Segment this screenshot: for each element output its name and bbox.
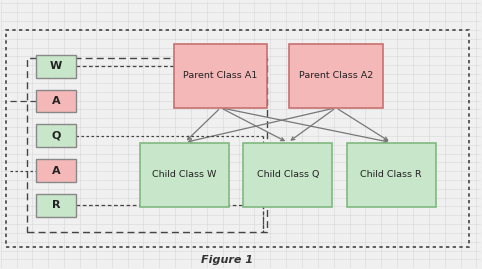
Bar <box>5 30 469 247</box>
Text: Parent Class A2: Parent Class A2 <box>299 71 373 80</box>
FancyBboxPatch shape <box>140 143 229 207</box>
Text: Child Class Q: Child Class Q <box>257 170 319 179</box>
FancyBboxPatch shape <box>347 143 436 207</box>
Text: W: W <box>50 61 62 71</box>
Text: Child Class R: Child Class R <box>361 170 422 179</box>
FancyBboxPatch shape <box>174 44 268 108</box>
Text: Figure 1: Figure 1 <box>201 255 253 265</box>
FancyBboxPatch shape <box>36 55 76 78</box>
Text: A: A <box>52 166 60 176</box>
Text: Q: Q <box>51 131 61 141</box>
Text: A: A <box>52 96 60 106</box>
Text: Child Class W: Child Class W <box>152 170 217 179</box>
FancyBboxPatch shape <box>36 90 76 112</box>
FancyBboxPatch shape <box>243 143 332 207</box>
Text: R: R <box>52 200 60 210</box>
FancyBboxPatch shape <box>36 194 76 217</box>
FancyBboxPatch shape <box>36 159 76 182</box>
Bar <box>27 58 268 232</box>
FancyBboxPatch shape <box>289 44 383 108</box>
Text: Parent Class A1: Parent Class A1 <box>184 71 258 80</box>
FancyBboxPatch shape <box>36 125 76 147</box>
